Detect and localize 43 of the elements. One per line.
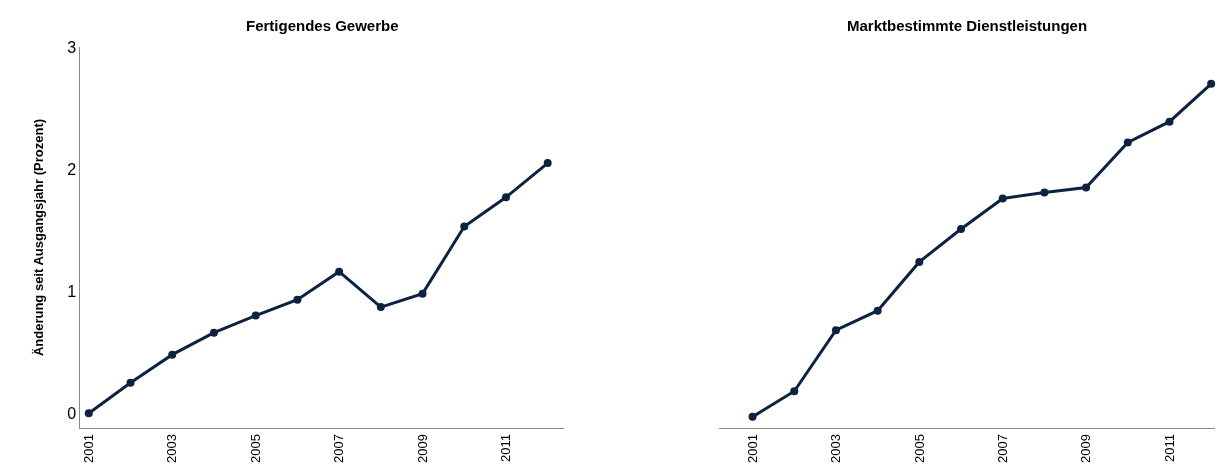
point [209,328,218,337]
x-tick-label: 2003 [164,434,180,463]
point [1207,79,1216,88]
x-tick-label: 2001 [81,434,97,463]
chart-title: Fertigendes Gewerbe [246,17,399,34]
chart-title: Marktbestimmte Dienstleistungen [847,17,1088,34]
point [873,306,882,315]
x-tick-label: 2009 [1078,434,1094,463]
point [831,326,840,335]
x-tick-label: 2011 [498,434,514,462]
point [84,409,93,418]
point [418,289,427,298]
point [1040,188,1049,197]
point [251,311,260,320]
y-tick-label: 0 [67,404,77,422]
x-tick-label: 2011 [1161,434,1177,462]
x-tick-label: 2003 [828,434,844,463]
x-tick-label: 2005 [911,434,927,463]
point [335,267,344,276]
x-tick-label: 2009 [414,434,430,463]
point [502,193,510,202]
x-tick-label: 2001 [744,434,760,463]
point [1165,117,1174,126]
point [957,224,966,233]
point [1123,138,1132,147]
point [460,222,469,231]
x-tick-label: 2005 [247,434,263,463]
point [376,303,385,312]
point [748,412,757,421]
y-tick-label: 3 [67,38,77,56]
point [790,387,799,396]
y-axis-title: Änderung seit Ausgangsjahr (Prozent) [31,118,47,357]
x-tick-label: 2007 [331,434,347,463]
point [293,295,302,304]
x-tick-label: 2007 [994,434,1010,463]
point [1082,183,1091,192]
y-tick-label: 1 [67,282,77,300]
point [168,350,177,359]
y-tick-label: 2 [67,160,77,178]
point [915,257,924,266]
point [998,194,1007,203]
point [543,159,552,168]
point [126,378,135,387]
